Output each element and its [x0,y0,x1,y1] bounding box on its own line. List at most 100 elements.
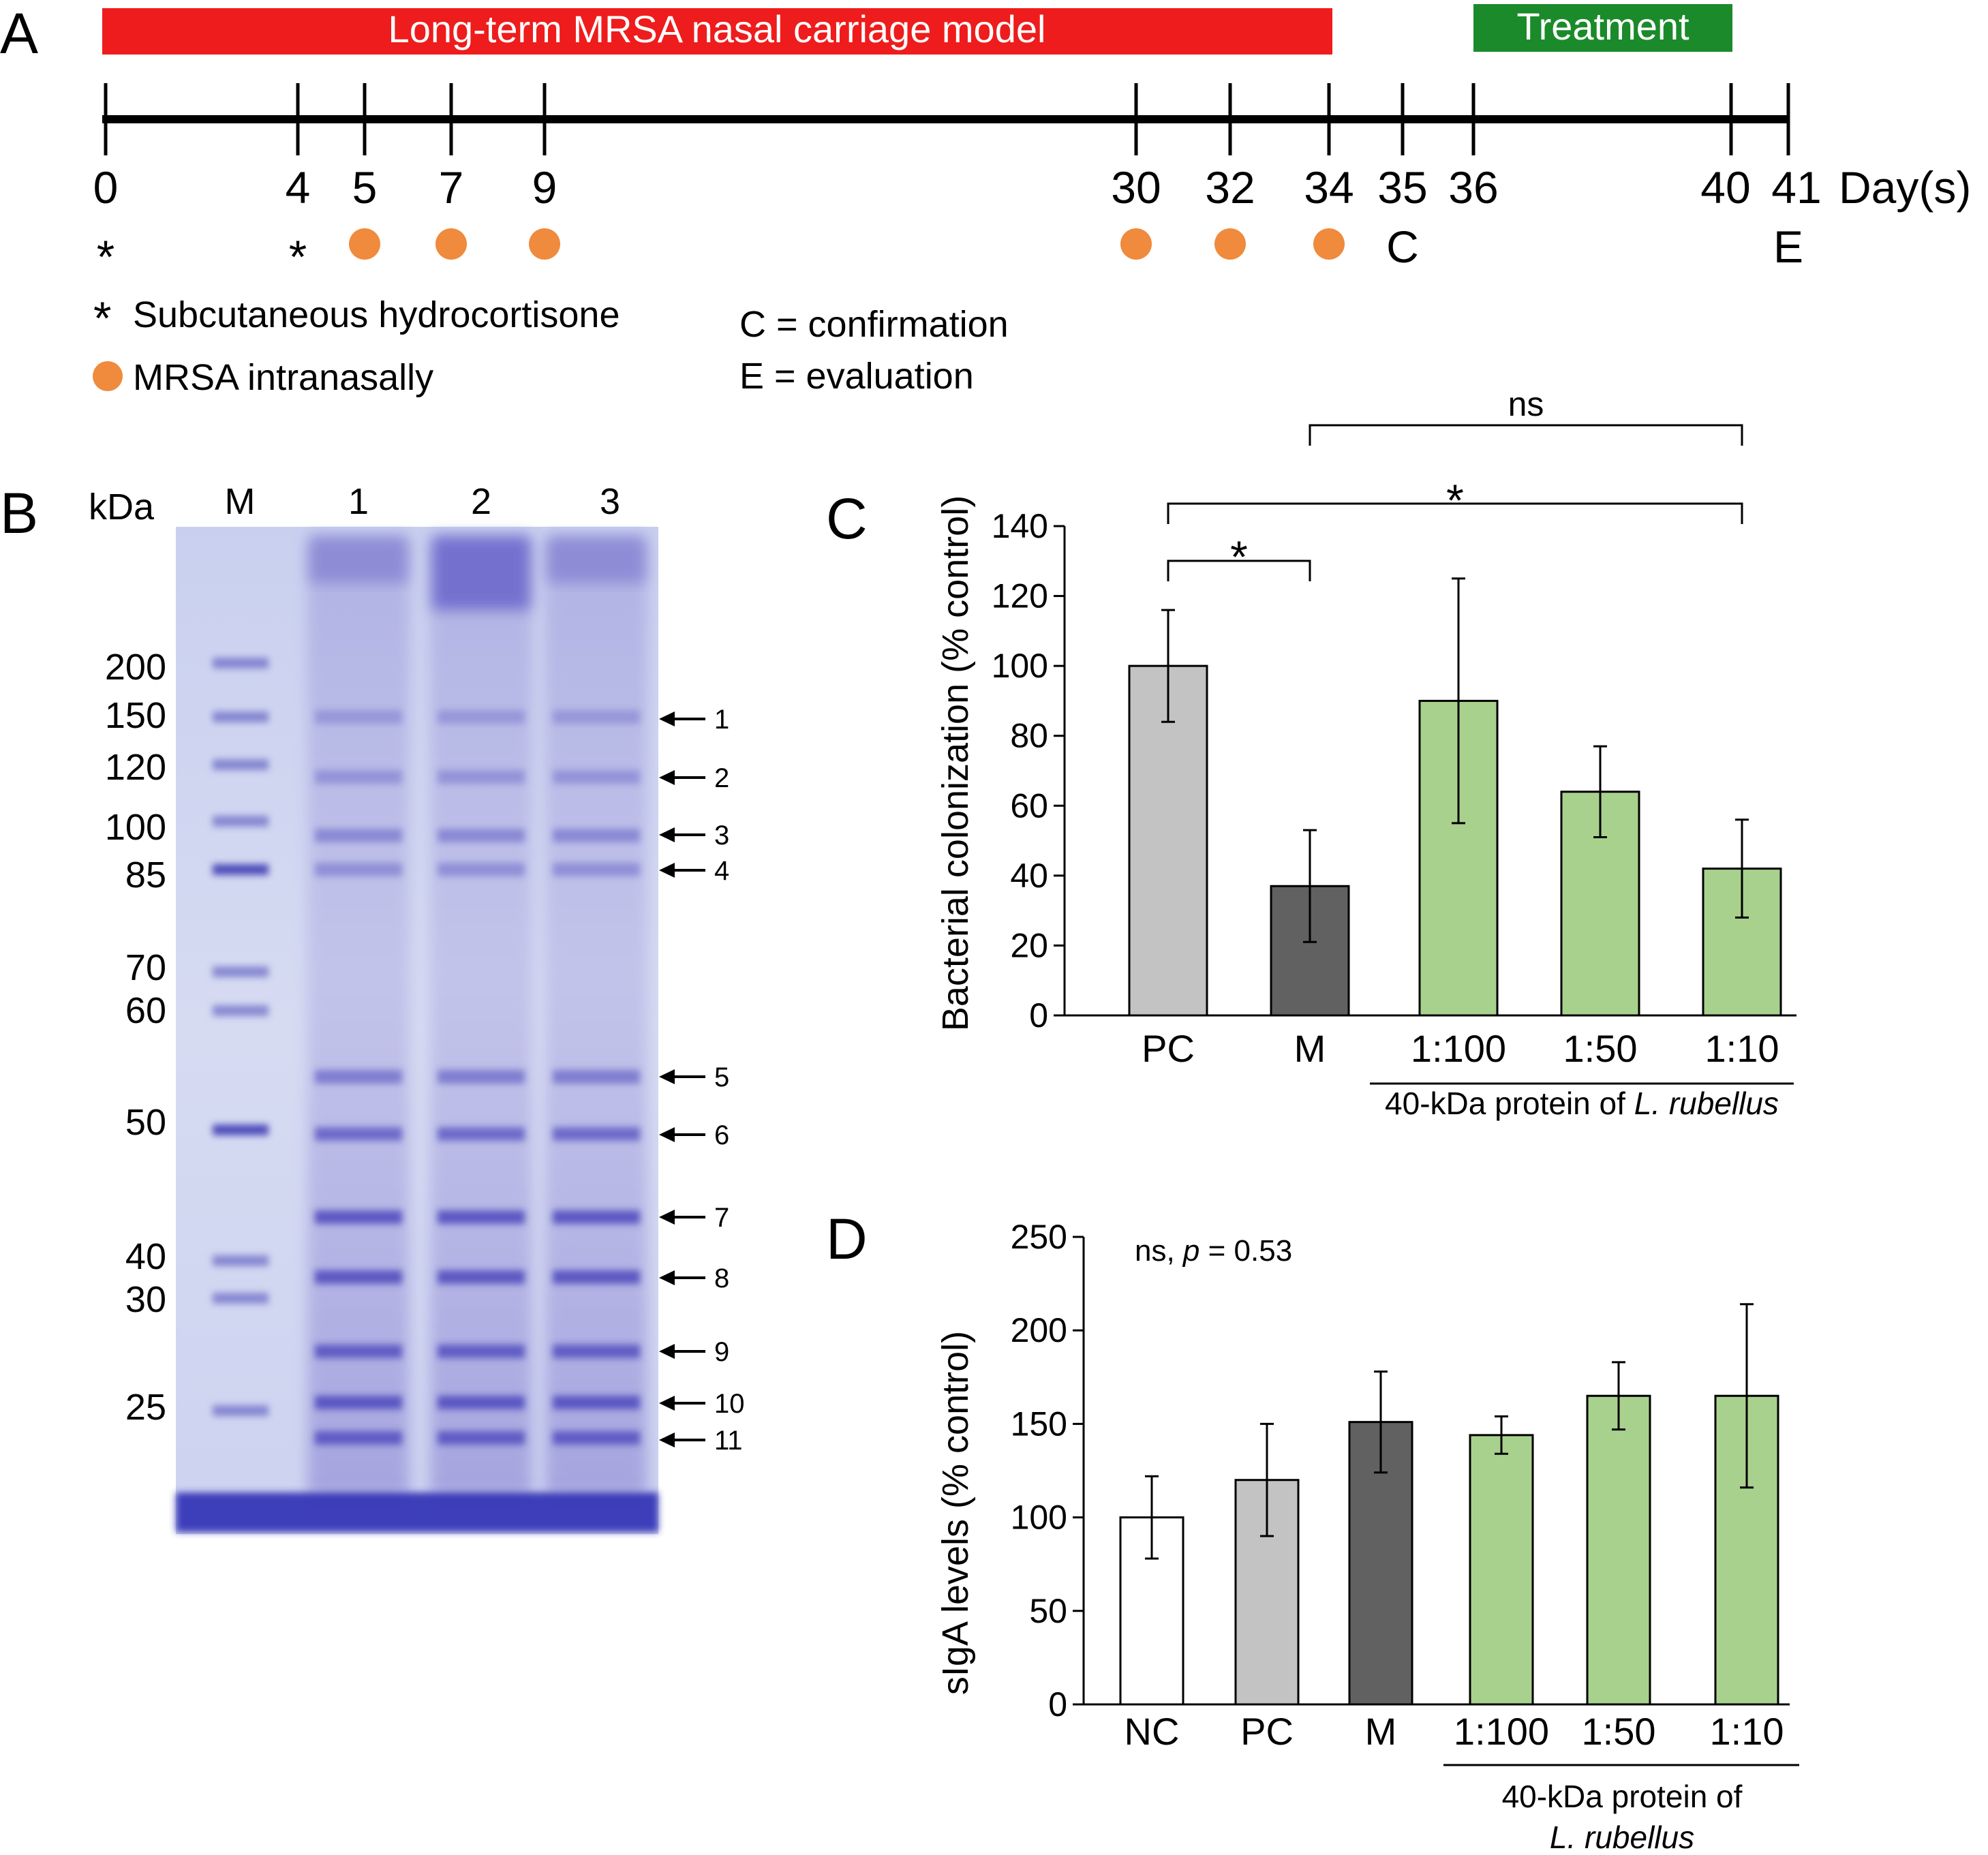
band-number-label: 8 [714,1263,729,1293]
marker-band [213,816,269,827]
sample-band [315,1270,402,1284]
lane-label: 2 [471,481,491,522]
mrsa-dose-marker [435,228,467,260]
days-unit-label: Day(s) [1839,162,1971,213]
gel-unit-label: kDa [89,487,155,527]
band-arrow-head [659,1270,675,1285]
evaluation-marker: E [1773,221,1803,272]
mrsa-dose-marker [1313,228,1345,260]
band-number-label: 5 [714,1062,729,1092]
y-tick-label: 40 [1010,857,1048,895]
lane-label: M [225,481,256,522]
legend-asterisk-symbol: * [93,292,111,344]
band-number-label: 1 [714,705,729,735]
band-number-label: 4 [714,856,729,886]
hydrocortisone-marker: * [289,231,307,283]
y-tick-label: 200 [1011,1311,1067,1349]
y-tick-label: 80 [1010,717,1048,755]
significance-bracket [1167,559,1311,581]
timeline-ticks [104,83,1790,155]
panel-d-letter: D [826,1207,868,1271]
timeline-day-label: 30 [1111,162,1161,213]
sample-band [315,1431,402,1445]
sample-band [438,710,525,724]
y-tick-label: 0 [1029,996,1048,1034]
gel-lane [307,542,410,1496]
legend-mrsa-label: MRSA intranasally [133,357,433,398]
marker-size-label: 150 [105,695,166,736]
y-tick-label: 100 [1011,1499,1067,1537]
marker-band [213,658,269,669]
sample-band [553,1270,640,1284]
band-arrow-head [659,1210,675,1225]
marker-size-label: 120 [105,747,166,788]
chart-d: 0 50 100 150 200 250 NC PC M 1:100 1:50 1:10 [1011,1218,1790,1753]
category-label: M [1294,1027,1326,1070]
sample-band [553,1070,640,1084]
band-number-label: 10 [714,1389,745,1419]
legend-hydrocortisone-label: Subcutaneous hydrocortisone [133,294,620,335]
category-label: PC [1240,1710,1294,1753]
timeline-labels: 0 4 5 7 9 30 32 34 35 36 40 41 [93,162,1822,213]
lane-label: 1 [348,481,369,522]
marker-size-label: 70 [125,947,166,988]
marker-size-label: 25 [125,1387,166,1428]
bar [1128,664,1208,1017]
legend-mrsa-dot [93,361,123,391]
timeline-day-label: 41 [1771,162,1821,213]
sample-band [553,1127,640,1141]
sample-band [553,1345,640,1358]
category-label: M [1365,1710,1397,1753]
band-number-label: 7 [714,1203,729,1233]
timeline-day-label: 5 [352,162,378,213]
sample-band [438,1396,525,1409]
y-tick-label: 60 [1010,786,1048,825]
significance-label: * [1230,532,1248,582]
sample-band [553,1431,640,1445]
chart-d-stat-label: ns, p = 0.53 [1135,1234,1292,1268]
y-tick-label: 150 [1011,1405,1067,1443]
band-arrow-head [659,827,675,842]
band-arrow-head [659,1396,675,1411]
band-number-label: 3 [714,821,729,850]
sample-band [438,829,525,842]
band-arrow-head [659,863,675,878]
marker-band [213,1405,269,1416]
marker-size-label: 40 [125,1236,166,1277]
sample-band [315,710,402,724]
bar [1469,1434,1534,1706]
marker-band [213,864,269,875]
timeline-day-label: 35 [1377,162,1427,213]
chart-c: 0 20 40 60 80 100 120 140 PC M 1:100 1:50 1:10 * * ns [992,385,1796,1070]
treatment-bar-label: Treatment [1516,5,1689,48]
sample-band [315,1345,402,1358]
sample-band [553,770,640,784]
sample-band [438,863,525,876]
marker-size-label: 200 [105,647,166,688]
bar [1586,1394,1651,1706]
sample-band [438,1270,525,1284]
chart-d-group-label-line2: L. rubellus [1550,1820,1694,1855]
sample-band [438,1070,525,1084]
gel-lane [545,542,647,1496]
gel-well-smear [432,535,530,610]
lane-label: 3 [600,481,620,522]
mrsa-dose-marker [1214,228,1246,260]
y-tick-label: 120 [992,577,1048,615]
category-label: 1:100 [1411,1027,1506,1070]
panel-b-letter: B [0,481,38,545]
sample-band [315,1070,402,1084]
band-number-label: 11 [714,1426,743,1456]
mrsa-dose-marker [529,228,560,260]
y-tick-label: 100 [992,647,1048,685]
significance-bracket [1167,502,1743,524]
sample-band [315,1396,402,1409]
panel-c-letter: C [826,487,868,551]
panel-a: A Long-term MRSA nasal carriage model Tr… [0,1,1971,398]
marker-size-label: 50 [125,1102,166,1143]
band-arrow-head [659,1127,675,1142]
sample-band [438,1345,525,1358]
